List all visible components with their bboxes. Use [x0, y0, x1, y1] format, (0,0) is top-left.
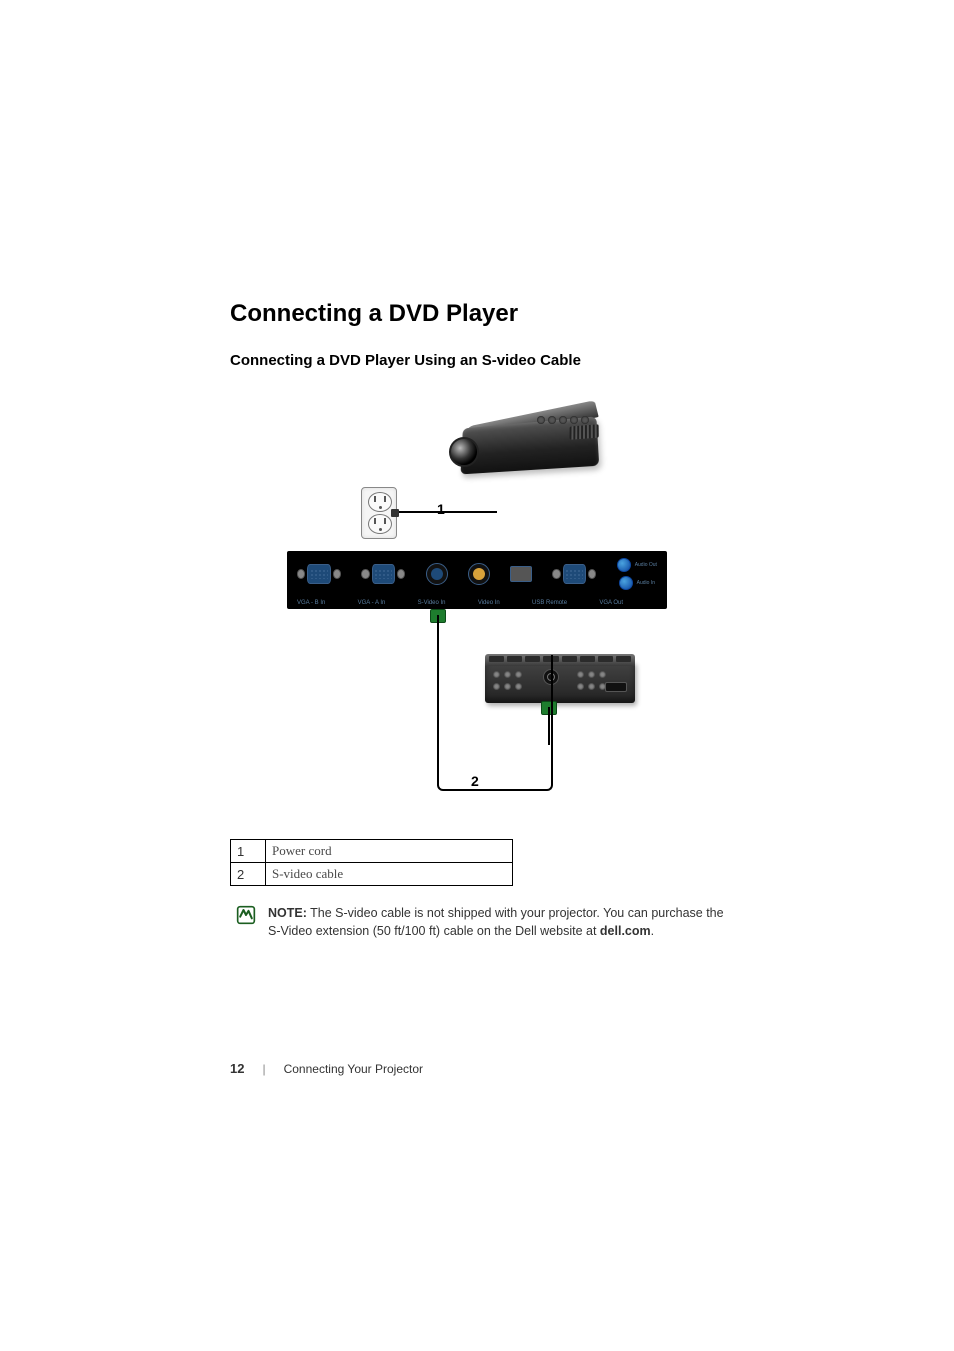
note-icon: [236, 905, 256, 925]
port-label: Video In: [478, 600, 500, 606]
port-label: USB Remote: [532, 600, 567, 606]
usb-remote-port-icon: [510, 566, 532, 582]
power-cord-row: 1: [287, 487, 667, 547]
footer-separator: |: [262, 1062, 265, 1076]
table-row: 1 Power cord: [231, 840, 513, 863]
cable-bracket: [437, 655, 553, 791]
connection-diagram: 1 Audio Out Audio In VGA - B In VGA - A …: [287, 393, 667, 815]
note-body-1: The S-video cable is not shipped with yo…: [268, 906, 724, 938]
main-heading: Connecting a DVD Player: [230, 300, 724, 328]
legend-table: 1 Power cord 2 S-video cable: [230, 839, 513, 886]
port-label: VGA Out: [599, 600, 623, 606]
note-block: NOTE: The S-video cable is not shipped w…: [230, 904, 724, 940]
note-link: dell.com: [600, 924, 651, 938]
legend-number: 2: [231, 863, 266, 886]
vga-b-in-port-icon: [297, 563, 341, 585]
page: Connecting a DVD Player Connecting a DVD…: [0, 0, 954, 1351]
legend-number: 1: [231, 840, 266, 863]
power-cord-line: [399, 511, 497, 513]
vga-out-port-icon: [552, 563, 596, 585]
port-label: S-Video In: [418, 600, 446, 606]
port-label: VGA - B In: [297, 600, 325, 606]
page-footer: 12 | Connecting Your Projector: [230, 1061, 423, 1076]
note-text: NOTE: The S-video cable is not shipped w…: [268, 904, 724, 940]
note-prefix: NOTE:: [268, 906, 307, 920]
video-in-port-icon: [468, 563, 490, 585]
page-number: 12: [230, 1061, 244, 1076]
projector-port-panel: Audio Out Audio In VGA - B In VGA - A In…: [287, 551, 667, 609]
section-title: Connecting Your Projector: [284, 1062, 423, 1076]
audio-jacks-icon: Audio Out Audio In: [617, 558, 657, 590]
svideo-cable-area: 2: [287, 615, 667, 815]
callout-1: 1: [437, 501, 445, 517]
callout-2: 2: [467, 773, 483, 789]
legend-label: Power cord: [266, 840, 513, 863]
port-labels-row: VGA - B In VGA - A In S-Video In Video I…: [287, 600, 667, 606]
table-row: 2 S-video cable: [231, 863, 513, 886]
note-body-2: .: [651, 924, 654, 938]
vga-a-in-port-icon: [361, 563, 405, 585]
sub-heading: Connecting a DVD Player Using an S-video…: [230, 352, 724, 369]
port-label: VGA - A In: [358, 600, 386, 606]
svideo-in-port-icon: [426, 563, 448, 585]
legend-label: S-video cable: [266, 863, 513, 886]
projector-illustration: [427, 393, 607, 493]
